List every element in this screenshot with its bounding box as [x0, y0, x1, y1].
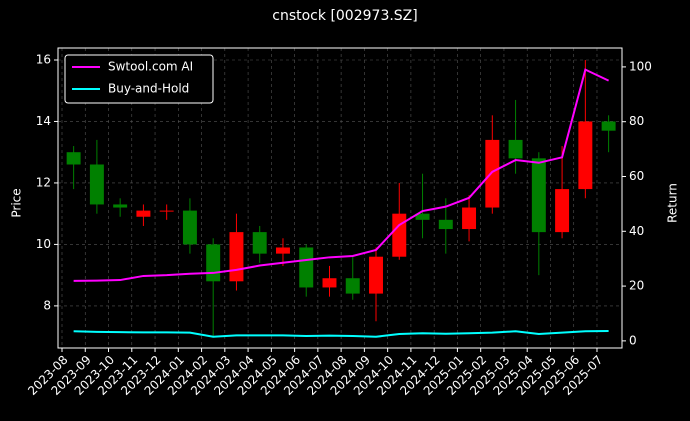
y2-axis-label: Return	[666, 183, 680, 223]
y2-tick-label: 0	[629, 333, 637, 347]
candle-body	[601, 121, 616, 131]
candle-body	[438, 219, 453, 230]
candle-body	[508, 139, 523, 159]
candle-body	[392, 213, 407, 257]
y-axis-label: Price	[10, 188, 24, 217]
candle-body	[322, 278, 337, 288]
candle-body	[252, 232, 267, 254]
candle-body	[555, 189, 570, 233]
candle-body	[531, 158, 546, 233]
candle-body	[206, 244, 221, 282]
candle-body	[159, 210, 174, 212]
candle-body	[275, 247, 290, 254]
y2-tick-label: 60	[629, 169, 644, 183]
candle-body	[415, 213, 430, 220]
return-line	[73, 330, 609, 338]
y2-tick-label: 100	[629, 59, 652, 73]
candle-body	[113, 204, 128, 208]
candle-body	[369, 256, 383, 294]
candle-body	[136, 210, 151, 217]
plot-frame	[57, 47, 623, 349]
chart-title: cnstock [002973.SZ]	[272, 8, 417, 24]
y2-tick-label: 20	[629, 279, 644, 293]
candle-body	[299, 247, 314, 288]
candle-body	[578, 121, 593, 190]
y-tick-label: 14	[36, 114, 51, 128]
candle-body	[66, 152, 81, 165]
y-tick-label: 8	[43, 298, 51, 312]
candle-body	[229, 232, 244, 282]
legend-label: Swtool.com AI	[108, 60, 193, 74]
candle-body	[89, 164, 104, 205]
candle-body	[462, 207, 477, 230]
y-tick-label: 10	[36, 237, 51, 251]
y-tick-label: 12	[36, 175, 51, 189]
legend-label: Buy-and-Hold	[108, 82, 189, 96]
y2-tick-label: 40	[629, 224, 644, 238]
legend: Swtool.com AI Buy-and-Hold	[64, 54, 214, 104]
candle-body	[485, 139, 500, 208]
return-line	[73, 68, 610, 282]
y2-tick-label: 80	[629, 114, 644, 128]
y-tick-label: 16	[36, 52, 51, 66]
candle-body	[345, 278, 360, 294]
legend-box	[64, 54, 214, 104]
candle-body	[182, 210, 197, 245]
